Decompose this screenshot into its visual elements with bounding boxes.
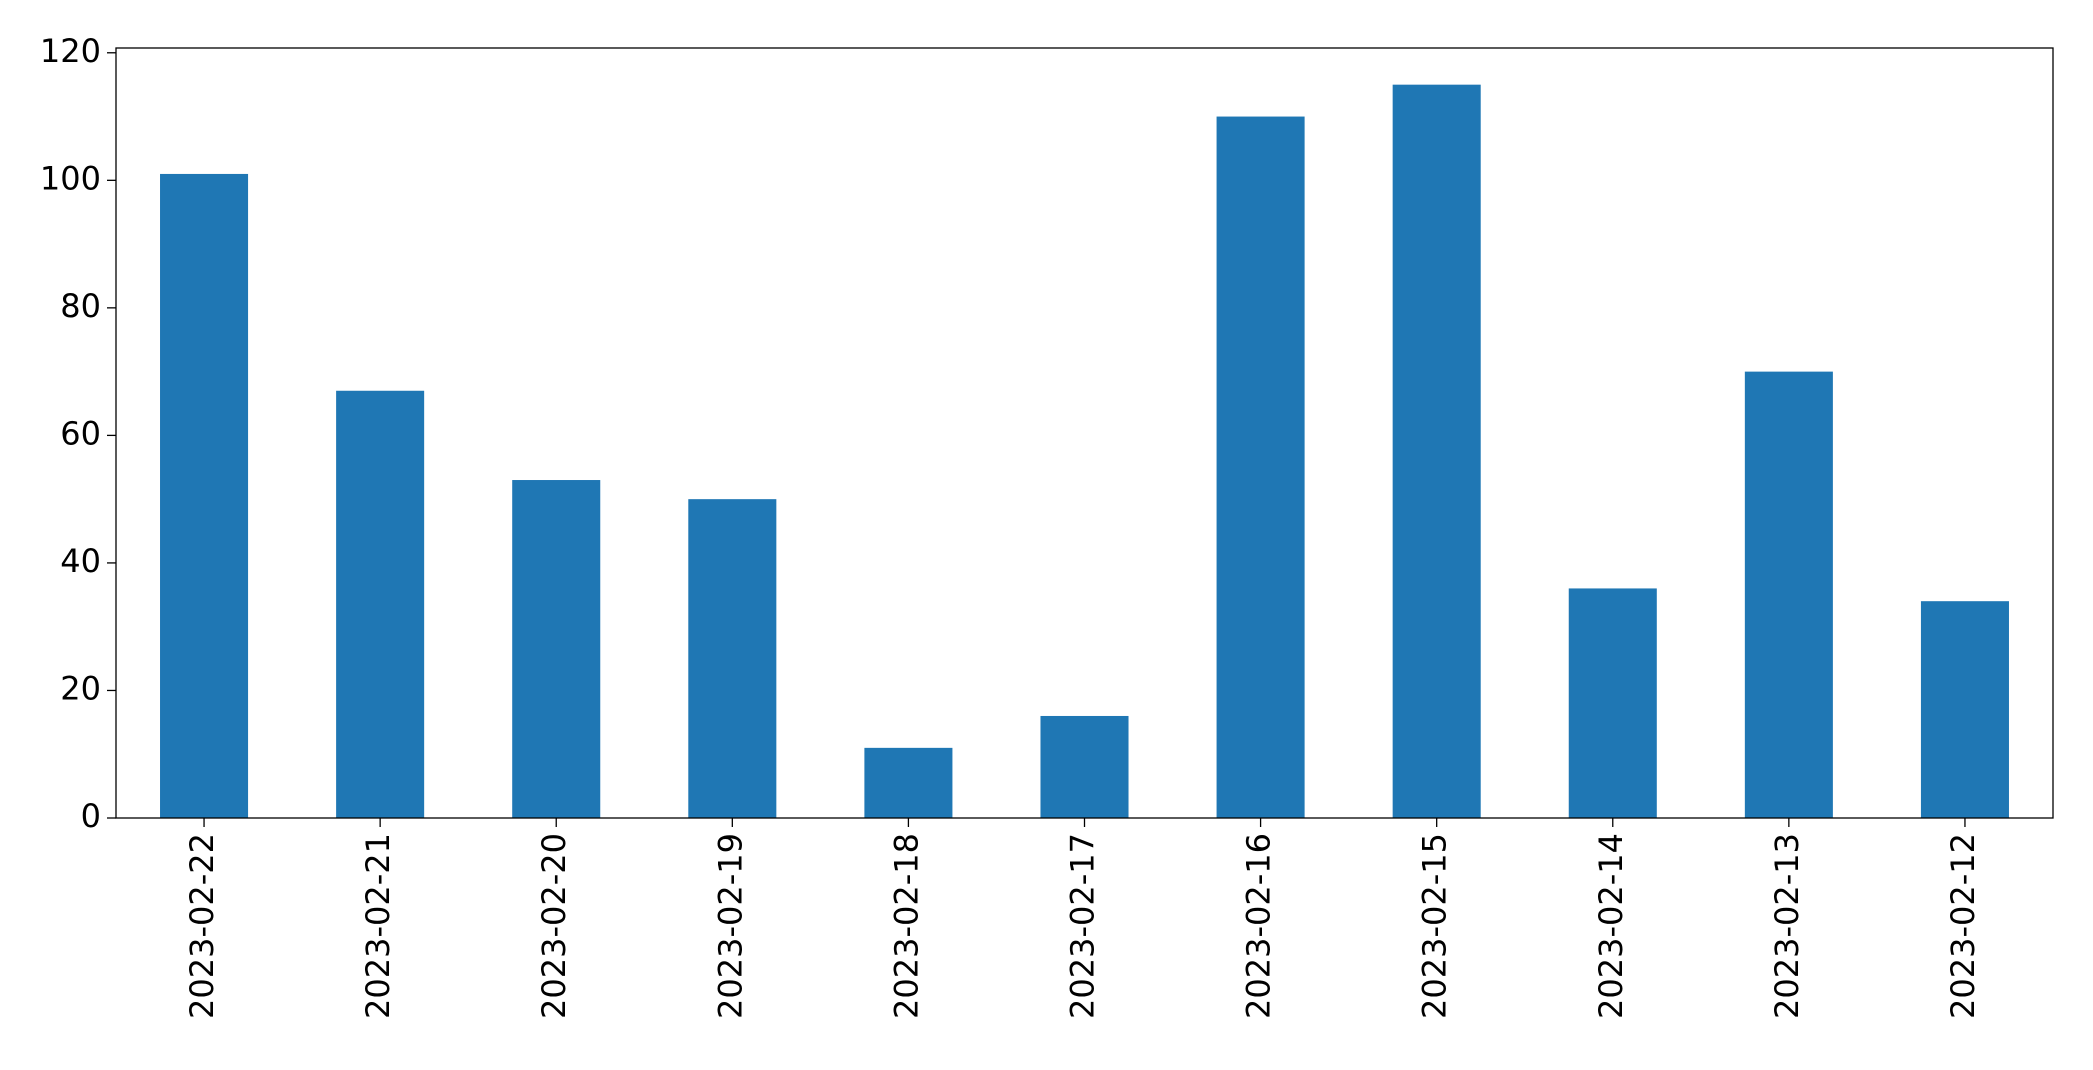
y-tick-label: 100: [40, 159, 101, 197]
x-tick-label: 2023-02-20: [535, 833, 573, 1019]
y-tick-label: 80: [60, 287, 101, 325]
bar: [1392, 84, 1481, 818]
y-tick-label: 60: [60, 414, 101, 452]
bar: [688, 499, 777, 818]
x-tick-label: 2023-02-19: [711, 833, 749, 1019]
y-tick-label: 0: [81, 797, 101, 835]
x-tick-label: 2023-02-14: [1592, 833, 1630, 1019]
y-tick-label: 120: [40, 32, 101, 70]
plot-frame: [115, 47, 2054, 819]
bar: [1744, 371, 1833, 818]
bar: [1568, 588, 1657, 818]
x-tick-label: 2023-02-18: [887, 833, 925, 1019]
bar: [864, 747, 953, 818]
x-tick-label: 2023-02-15: [1416, 833, 1454, 1019]
bar: [336, 390, 425, 818]
bar: [512, 480, 601, 818]
y-tick-label: 40: [60, 542, 101, 580]
x-tick-label: 2023-02-17: [1064, 833, 1102, 1019]
x-tick-label: 2023-02-12: [1944, 833, 1982, 1019]
y-tick-label: 20: [60, 669, 101, 707]
x-tick-label: 2023-02-16: [1240, 833, 1278, 1019]
bar: [1040, 715, 1129, 818]
bar: [1216, 116, 1305, 819]
bar: [160, 173, 249, 819]
x-tick-label: 2023-02-22: [183, 833, 221, 1019]
x-tick-label: 2023-02-21: [359, 833, 397, 1019]
x-tick-label: 2023-02-13: [1768, 833, 1806, 1019]
bar: [1920, 601, 2009, 818]
